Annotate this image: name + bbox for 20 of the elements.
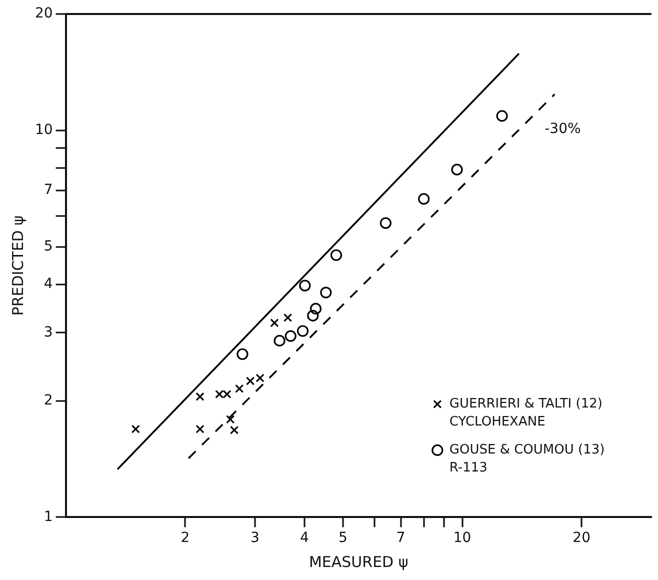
- x-tick-label: 20: [572, 530, 591, 546]
- x-tick-label: 2: [180, 530, 190, 546]
- y-axis-title: PREDICTED ψ: [8, 215, 27, 316]
- y-tick-label: 4: [44, 276, 53, 292]
- y-tick-label: 7: [44, 182, 53, 198]
- legend-label: GOUSE & COUMOU (13) R-113: [449, 442, 605, 476]
- y-tick-label: 3: [44, 324, 53, 340]
- y-tick-label: 1: [44, 508, 53, 525]
- legend-label: GUERRIERI & TALTI (12) CYCLOHEXANE: [449, 396, 602, 430]
- annotation: -30%: [544, 120, 581, 137]
- x-tick-label: 7: [396, 530, 406, 546]
- y-tick-label: 10: [34, 122, 53, 138]
- y-tick-label: 2: [44, 392, 53, 408]
- y-tick-label: 20: [34, 6, 53, 22]
- x-axis-title: MEASURED ψ: [308, 552, 408, 571]
- y-tick-label: 5: [44, 238, 53, 254]
- x-tick-label: 3: [250, 530, 260, 546]
- x-tick-label: 10: [453, 530, 472, 546]
- x-tick-label: 4: [300, 530, 310, 546]
- x-tick-label: 5: [338, 530, 348, 546]
